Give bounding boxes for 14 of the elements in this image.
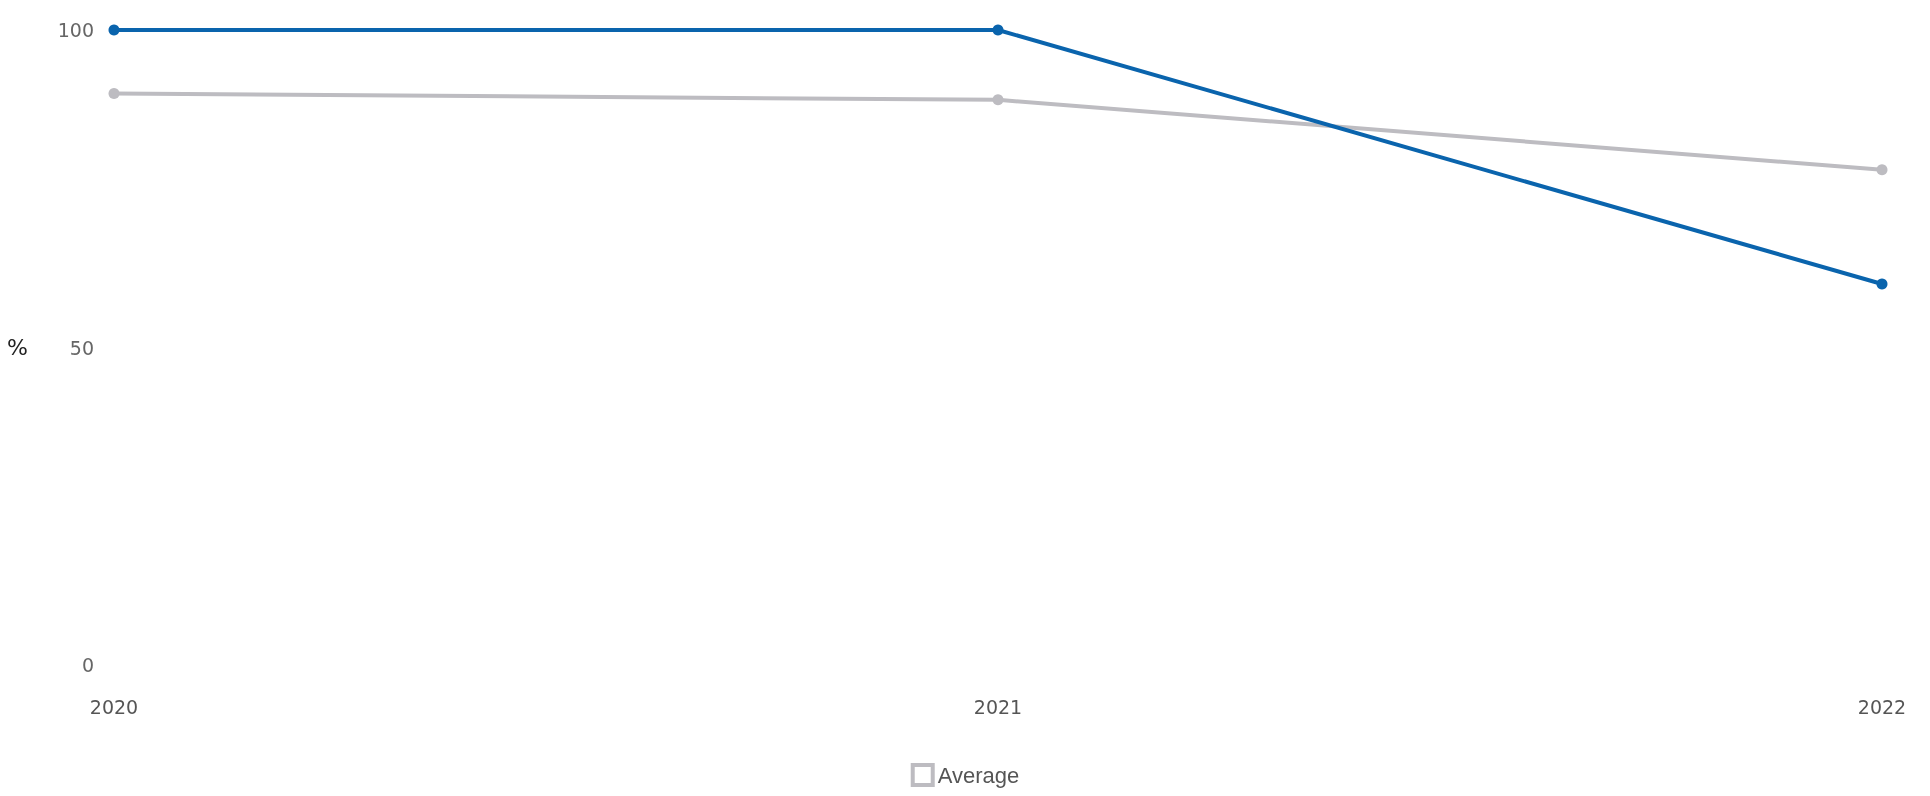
y-axis-title: % xyxy=(7,335,28,360)
x-tick-label: 2022 xyxy=(1857,695,1907,718)
point xyxy=(992,94,1004,106)
point xyxy=(108,24,120,36)
point xyxy=(1876,164,1888,176)
point xyxy=(1876,278,1888,290)
legend-label: Average xyxy=(937,762,1020,788)
point xyxy=(108,88,120,99)
x-tick-label: 2021 xyxy=(973,695,1023,718)
y-tick-label: 100 xyxy=(57,19,94,41)
point xyxy=(992,24,1004,36)
y-tick-label: 0 xyxy=(81,654,94,676)
x-tick-label: 2020 xyxy=(89,695,139,718)
y-tick-label: 50 xyxy=(69,336,94,359)
